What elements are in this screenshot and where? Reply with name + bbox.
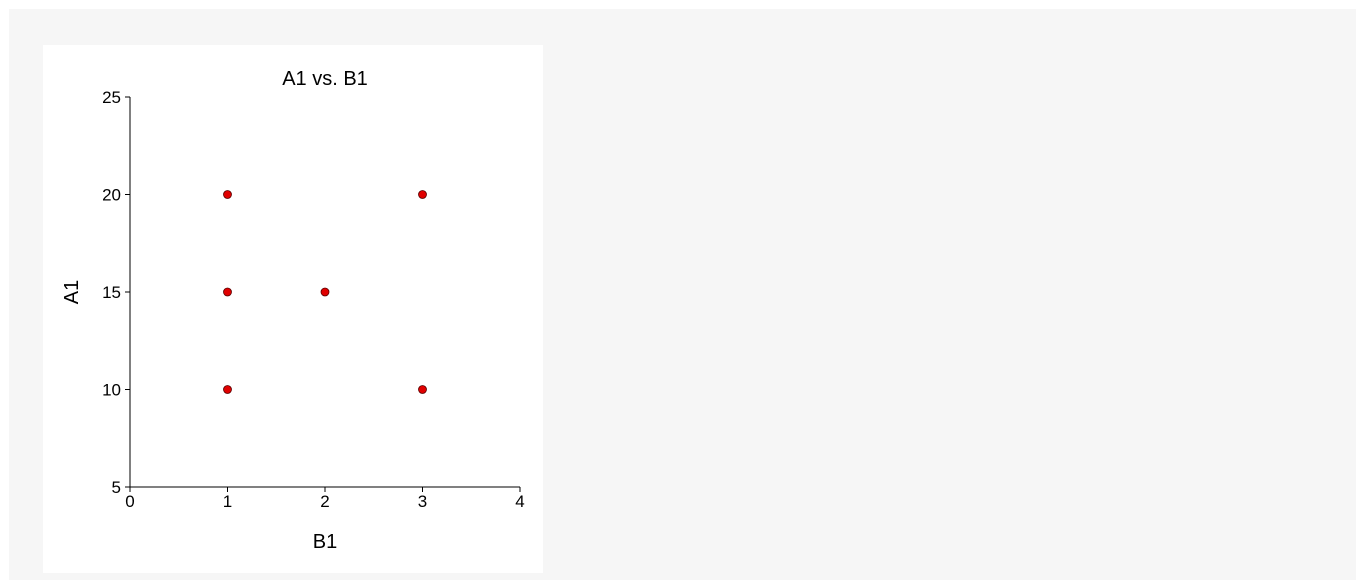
data-point bbox=[223, 287, 232, 297]
x-tick-label: 4 bbox=[515, 492, 524, 511]
x-tick-label: 3 bbox=[418, 492, 427, 511]
x-tick-label: 2 bbox=[320, 492, 329, 511]
y-tick-label: 25 bbox=[102, 88, 121, 107]
data-point bbox=[223, 385, 232, 394]
background-panel: A1 vs. B1 B1 A1 5 10 15 20 25 0 1 2 3 4 bbox=[9, 9, 1356, 580]
data-point bbox=[223, 190, 232, 199]
scatter-chart-card: A1 vs. B1 B1 A1 5 10 15 20 25 0 1 2 3 4 bbox=[43, 45, 543, 573]
data-point bbox=[418, 190, 427, 199]
x-axis-label: B1 bbox=[313, 531, 337, 553]
data-point bbox=[320, 287, 330, 297]
x-tick-label: 0 bbox=[125, 492, 134, 511]
y-axis-label: A1 bbox=[61, 280, 83, 304]
axis-ticks: 5 10 15 20 25 0 1 2 3 4 bbox=[102, 88, 525, 511]
y-tick-label: 15 bbox=[102, 283, 121, 302]
y-tick-label: 10 bbox=[102, 381, 121, 400]
data-points bbox=[223, 190, 427, 394]
data-point bbox=[418, 385, 427, 394]
x-tick-label: 1 bbox=[223, 492, 232, 511]
y-tick-label: 5 bbox=[112, 478, 121, 497]
chart-title: A1 vs. B1 bbox=[282, 68, 368, 90]
scatter-chart: A1 vs. B1 B1 A1 5 10 15 20 25 0 1 2 3 4 bbox=[61, 68, 525, 553]
y-tick-label: 20 bbox=[102, 186, 121, 205]
